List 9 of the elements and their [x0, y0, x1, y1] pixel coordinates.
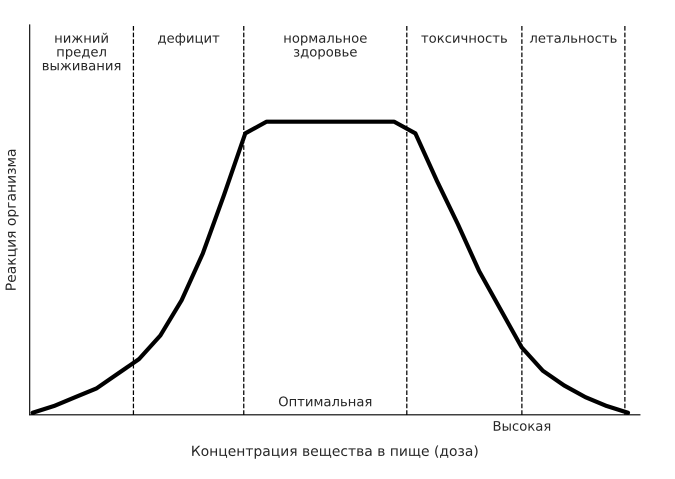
text: Высокая	[494, 421, 550, 431]
text: нижний предел выживания	[42, 32, 120, 70]
text: дефицит	[158, 33, 220, 46]
text: летальность	[530, 35, 617, 43]
x-axis-title: Концентрация вещества в пище (доза)	[192, 445, 478, 459]
y-axis-title: Реакция организма	[6, 150, 19, 290]
text: токсичность	[421, 35, 507, 43]
annotation: Оптимальная	[278, 396, 372, 406]
text: нормальное здоровье	[284, 35, 367, 60]
